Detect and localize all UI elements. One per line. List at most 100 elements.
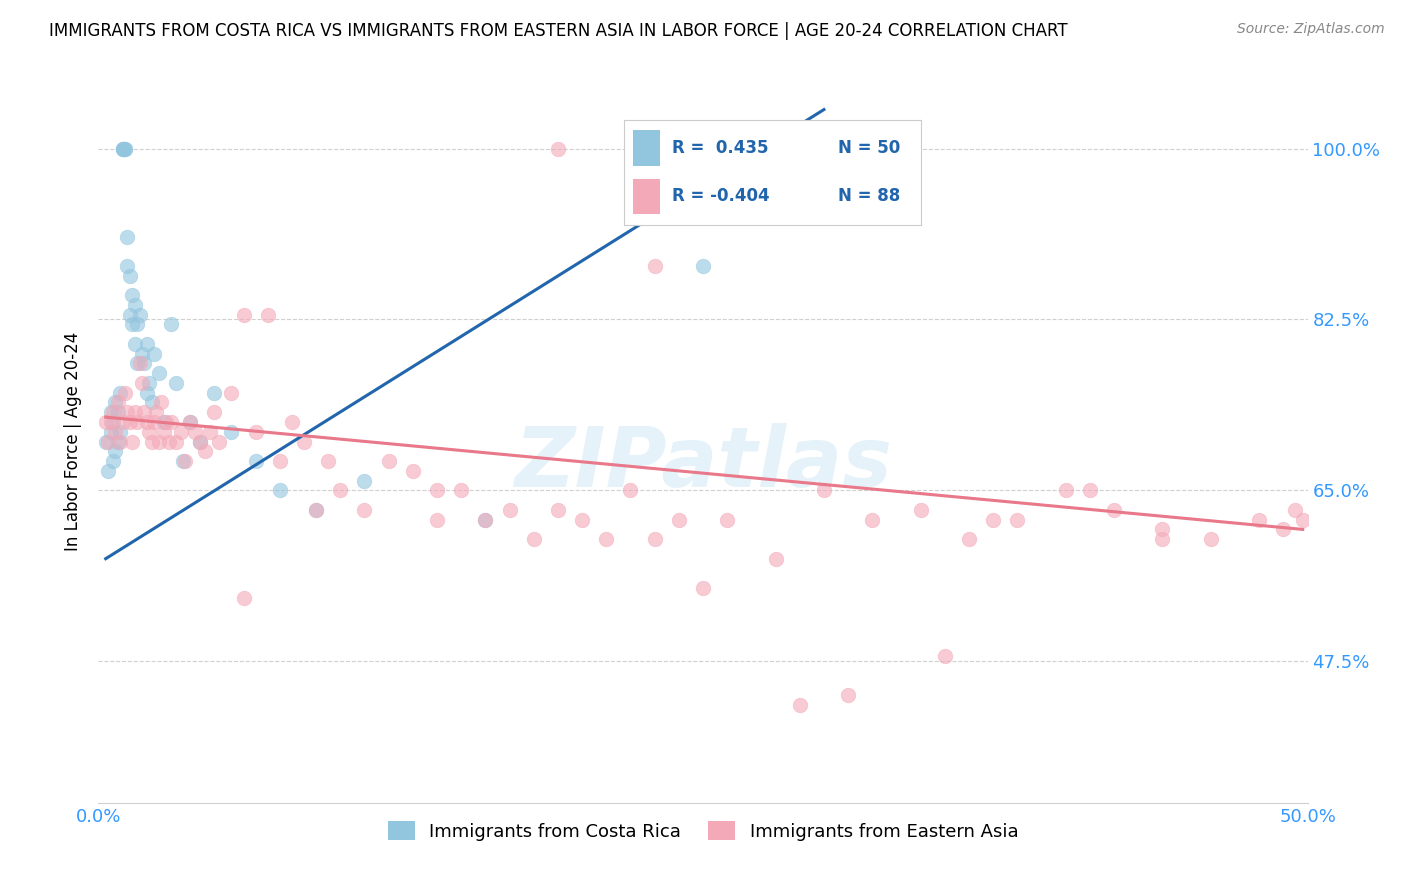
Point: [1284, 503, 1306, 517]
Point: [269, 454, 291, 468]
Point: [118, 308, 141, 322]
Point: [160, 415, 183, 429]
Point: [135, 415, 157, 429]
Point: [131, 346, 153, 360]
Point: [138, 376, 160, 390]
Point: [118, 415, 141, 429]
Point: [789, 698, 811, 713]
Point: [329, 483, 352, 498]
Point: [957, 532, 980, 546]
Point: [204, 405, 226, 419]
Point: [1152, 532, 1174, 546]
Point: [692, 581, 714, 595]
Point: [305, 503, 328, 517]
Point: [179, 415, 201, 429]
Point: [426, 513, 449, 527]
Point: [100, 425, 122, 439]
Point: [269, 483, 291, 498]
Point: [245, 454, 267, 468]
Point: [172, 454, 194, 468]
Point: [174, 454, 197, 468]
Point: [498, 503, 520, 517]
Point: [131, 376, 153, 390]
Point: [571, 513, 593, 527]
Point: [1078, 483, 1101, 498]
Point: [127, 415, 149, 429]
Point: [114, 385, 136, 400]
Point: [124, 298, 146, 312]
Point: [765, 551, 787, 566]
Point: [194, 444, 217, 458]
Point: [188, 434, 211, 449]
Point: [292, 434, 315, 449]
Point: [353, 503, 375, 517]
Point: [138, 425, 160, 439]
Text: Source: ZipAtlas.com: Source: ZipAtlas.com: [1237, 22, 1385, 37]
Point: [97, 434, 120, 449]
Point: [1054, 483, 1077, 498]
Point: [121, 434, 143, 449]
Point: [204, 385, 226, 400]
Point: [221, 385, 243, 400]
Point: [165, 376, 187, 390]
Point: [692, 259, 714, 273]
Point: [547, 142, 569, 156]
Legend: Immigrants from Costa Rica, Immigrants from Eastern Asia: Immigrants from Costa Rica, Immigrants f…: [381, 814, 1025, 848]
Point: [108, 385, 131, 400]
Point: [155, 415, 177, 429]
Point: [97, 464, 120, 478]
Y-axis label: In Labor Force | Age 20-24: In Labor Force | Age 20-24: [65, 332, 83, 551]
Point: [104, 395, 127, 409]
Point: [450, 483, 472, 498]
Point: [104, 425, 127, 439]
Point: [934, 649, 956, 664]
Point: [1199, 532, 1222, 546]
Point: [124, 337, 146, 351]
Point: [141, 434, 163, 449]
Point: [104, 444, 127, 458]
Point: [117, 229, 139, 244]
Point: [143, 415, 166, 429]
Point: [595, 532, 617, 546]
Point: [124, 405, 146, 419]
Point: [1102, 503, 1125, 517]
Point: [135, 385, 157, 400]
Point: [860, 513, 883, 527]
Point: [1152, 523, 1174, 537]
Point: [107, 405, 129, 419]
Point: [1272, 523, 1295, 537]
Point: [1007, 513, 1029, 527]
Point: [644, 259, 666, 273]
Point: [547, 503, 569, 517]
Point: [107, 395, 129, 409]
Point: [910, 503, 932, 517]
Point: [813, 483, 835, 498]
Point: [148, 434, 170, 449]
Point: [169, 425, 191, 439]
Point: [668, 513, 690, 527]
Point: [179, 415, 201, 429]
Point: [232, 308, 254, 322]
Point: [101, 405, 124, 419]
Point: [143, 346, 166, 360]
Point: [111, 142, 134, 156]
Point: [256, 308, 278, 322]
Point: [118, 268, 141, 283]
Point: [402, 464, 425, 478]
Point: [127, 318, 149, 332]
Point: [114, 142, 136, 156]
Point: [150, 395, 173, 409]
Point: [152, 415, 174, 429]
Point: [232, 591, 254, 605]
Point: [245, 425, 267, 439]
Point: [135, 337, 157, 351]
Text: IMMIGRANTS FROM COSTA RICA VS IMMIGRANTS FROM EASTERN ASIA IN LABOR FORCE | AGE : IMMIGRANTS FROM COSTA RICA VS IMMIGRANTS…: [49, 22, 1067, 40]
Point: [523, 532, 546, 546]
Point: [281, 415, 304, 429]
Point: [474, 513, 496, 527]
Point: [316, 454, 339, 468]
Point: [121, 318, 143, 332]
Point: [107, 434, 129, 449]
Point: [353, 474, 375, 488]
Point: [111, 142, 134, 156]
